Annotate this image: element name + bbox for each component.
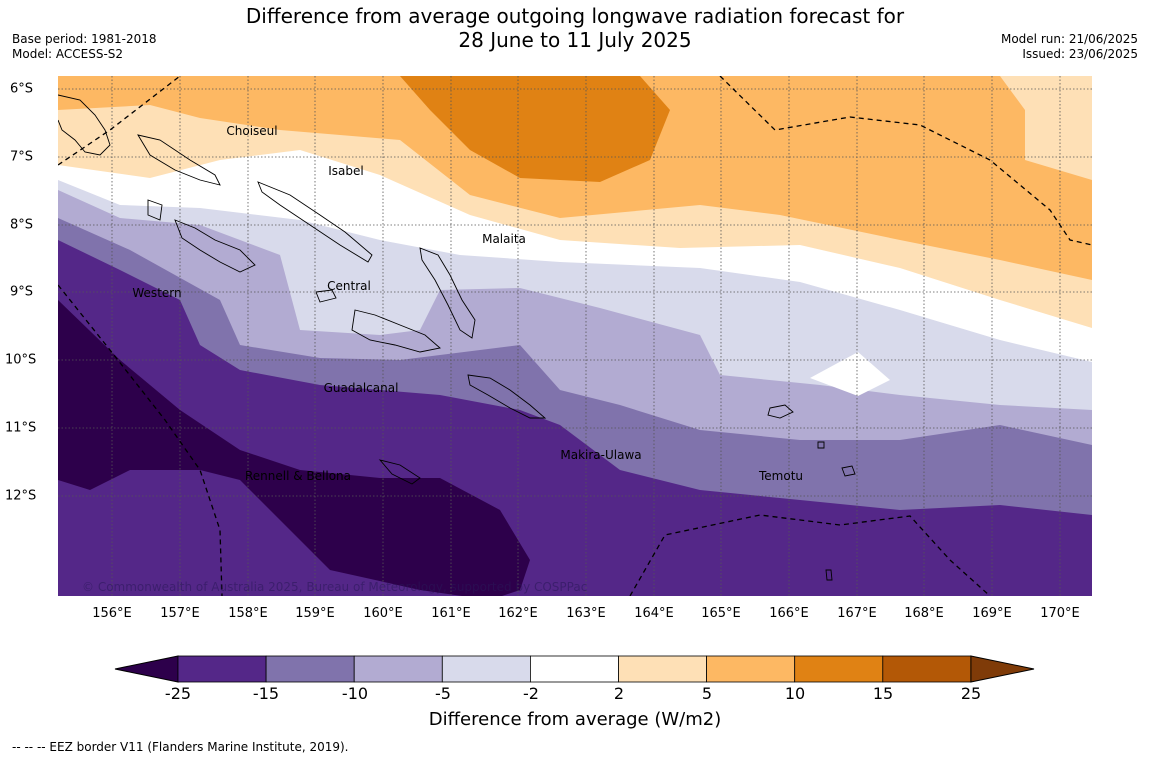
- colorbar-tick: 10: [784, 684, 806, 703]
- colorbar-extend-low: [114, 655, 179, 683]
- lon-label: 164°E: [634, 606, 674, 621]
- colorbar-segment: [177, 655, 267, 683]
- colorbar-tick: -10: [341, 684, 369, 703]
- lat-label: 8°S: [10, 217, 34, 233]
- lon-label: 166°E: [769, 606, 809, 621]
- eez-border-west: [58, 76, 181, 166]
- lon-label: 156°E: [92, 606, 132, 621]
- colorbar-tick: -2: [523, 684, 539, 703]
- band-neg2-to-2-pocket: [810, 352, 890, 396]
- island-makira: [467, 374, 547, 419]
- lat-label: 12°S: [5, 488, 37, 504]
- model-run: Model run: 21/06/2025: [1000, 32, 1138, 46]
- region-label-rennell-bellona: Rennell & Bellona: [244, 469, 352, 483]
- region-label-temotu: Temotu: [758, 469, 804, 483]
- lon-label: 159°E: [295, 606, 335, 621]
- eez-border-southwest: [58, 284, 223, 596]
- lon-label: 162°E: [498, 606, 538, 621]
- lon-label: 169°E: [972, 606, 1012, 621]
- lon-label: 157°E: [160, 606, 200, 621]
- gridlines: [58, 76, 1092, 596]
- colorbar-tick: -5: [435, 684, 451, 703]
- band-10-to-15: [400, 76, 670, 182]
- region-label-choiseul: Choiseul: [226, 124, 278, 138]
- region-label-makira-ulawa: Makira-Ulawa: [560, 448, 642, 462]
- island-choiseul: [137, 134, 221, 186]
- lon-label: 168°E: [904, 606, 944, 621]
- island-vella: [147, 199, 163, 221]
- island-isabel: [257, 181, 373, 263]
- colorbar-segment: [706, 655, 796, 683]
- colorbar-title: Difference from average (W/m2): [428, 709, 722, 730]
- colorbar-tick: -15: [252, 684, 280, 703]
- model-name: Model: ACCESS-S2: [12, 47, 124, 61]
- lon-label: 167°E: [837, 606, 877, 621]
- lon-label: 163°E: [566, 606, 606, 621]
- lon-label: 165°E: [701, 606, 741, 621]
- region-label-isabel: Isabel: [328, 164, 364, 178]
- colorbar-segment: [530, 655, 619, 683]
- region-label-central: Central: [327, 279, 371, 293]
- island-vanikoro: [841, 465, 856, 477]
- eez-borders: [58, 76, 1092, 596]
- colorbar-tick: 5: [701, 684, 713, 703]
- colorbar-tick: 2: [613, 684, 625, 703]
- colorbar-segment: [265, 655, 355, 683]
- anomaly-field: [58, 76, 1092, 596]
- lon-label: 161°E: [431, 606, 471, 621]
- lat-label: 10°S: [5, 352, 37, 368]
- colorbar-segment: [618, 655, 707, 683]
- island-rennell: [378, 459, 421, 485]
- colorbar-tick: 25: [960, 684, 982, 703]
- band-2-to-5-ne: [730, 76, 1092, 180]
- island-florida: [315, 289, 337, 303]
- island-malaita: [419, 247, 476, 339]
- island-guadalcanal: [351, 309, 441, 353]
- colorbar-segment: [794, 655, 884, 683]
- title-line-1: Difference from average outgoing longwav…: [245, 4, 905, 28]
- colorbar-tick: 15: [872, 684, 894, 703]
- issued-date: Issued: 23/06/2025: [1022, 47, 1138, 61]
- lat-label: 7°S: [10, 149, 34, 165]
- eez-border-south: [629, 514, 991, 596]
- island-new-georgia: [174, 219, 256, 273]
- meta-right: Model run: 21/06/2025 Issued: 23/06/2025: [1001, 32, 1138, 62]
- coastlines: [58, 94, 856, 581]
- colorbar: [114, 655, 1035, 683]
- colorbar-segment: [882, 655, 972, 683]
- map-title: Difference from average outgoing longwav…: [0, 4, 1150, 52]
- lat-label: 11°S: [5, 420, 37, 436]
- meta-left: Base period: 1981-2018 Model: ACCESS-S2: [12, 32, 157, 62]
- colorbar-tick: -25: [164, 684, 192, 703]
- region-label-guadalcanal: Guadalcanal: [323, 381, 399, 395]
- eez-border-east: [719, 76, 1092, 246]
- island-santa-cruz: [767, 404, 794, 419]
- lon-label: 158°E: [228, 606, 268, 621]
- region-label-malaita: Malaita: [482, 232, 526, 246]
- eez-footnote: -- -- -- EEZ border V11 (Flanders Marine…: [12, 740, 349, 754]
- lon-label: 170°E: [1040, 606, 1080, 621]
- colorbar-extend-high: [970, 655, 1035, 683]
- title-line-2: 28 June to 11 July 2025: [458, 28, 692, 52]
- lat-label: 6°S: [10, 81, 34, 97]
- island-anuta: [825, 569, 833, 581]
- base-period: Base period: 1981-2018: [12, 32, 157, 46]
- island-tikopia: [817, 441, 825, 449]
- colorbar-segment: [353, 655, 443, 683]
- colorbar-segment: [441, 655, 531, 683]
- lat-label: 9°S: [10, 284, 34, 300]
- lon-label: 160°E: [363, 606, 403, 621]
- copyright-notice: © Commonwealth of Australia 2025, Bureau…: [82, 580, 588, 594]
- region-label-western: Western: [132, 286, 182, 300]
- band-below-neg25: [58, 300, 530, 596]
- island-bougainville: [58, 94, 111, 156]
